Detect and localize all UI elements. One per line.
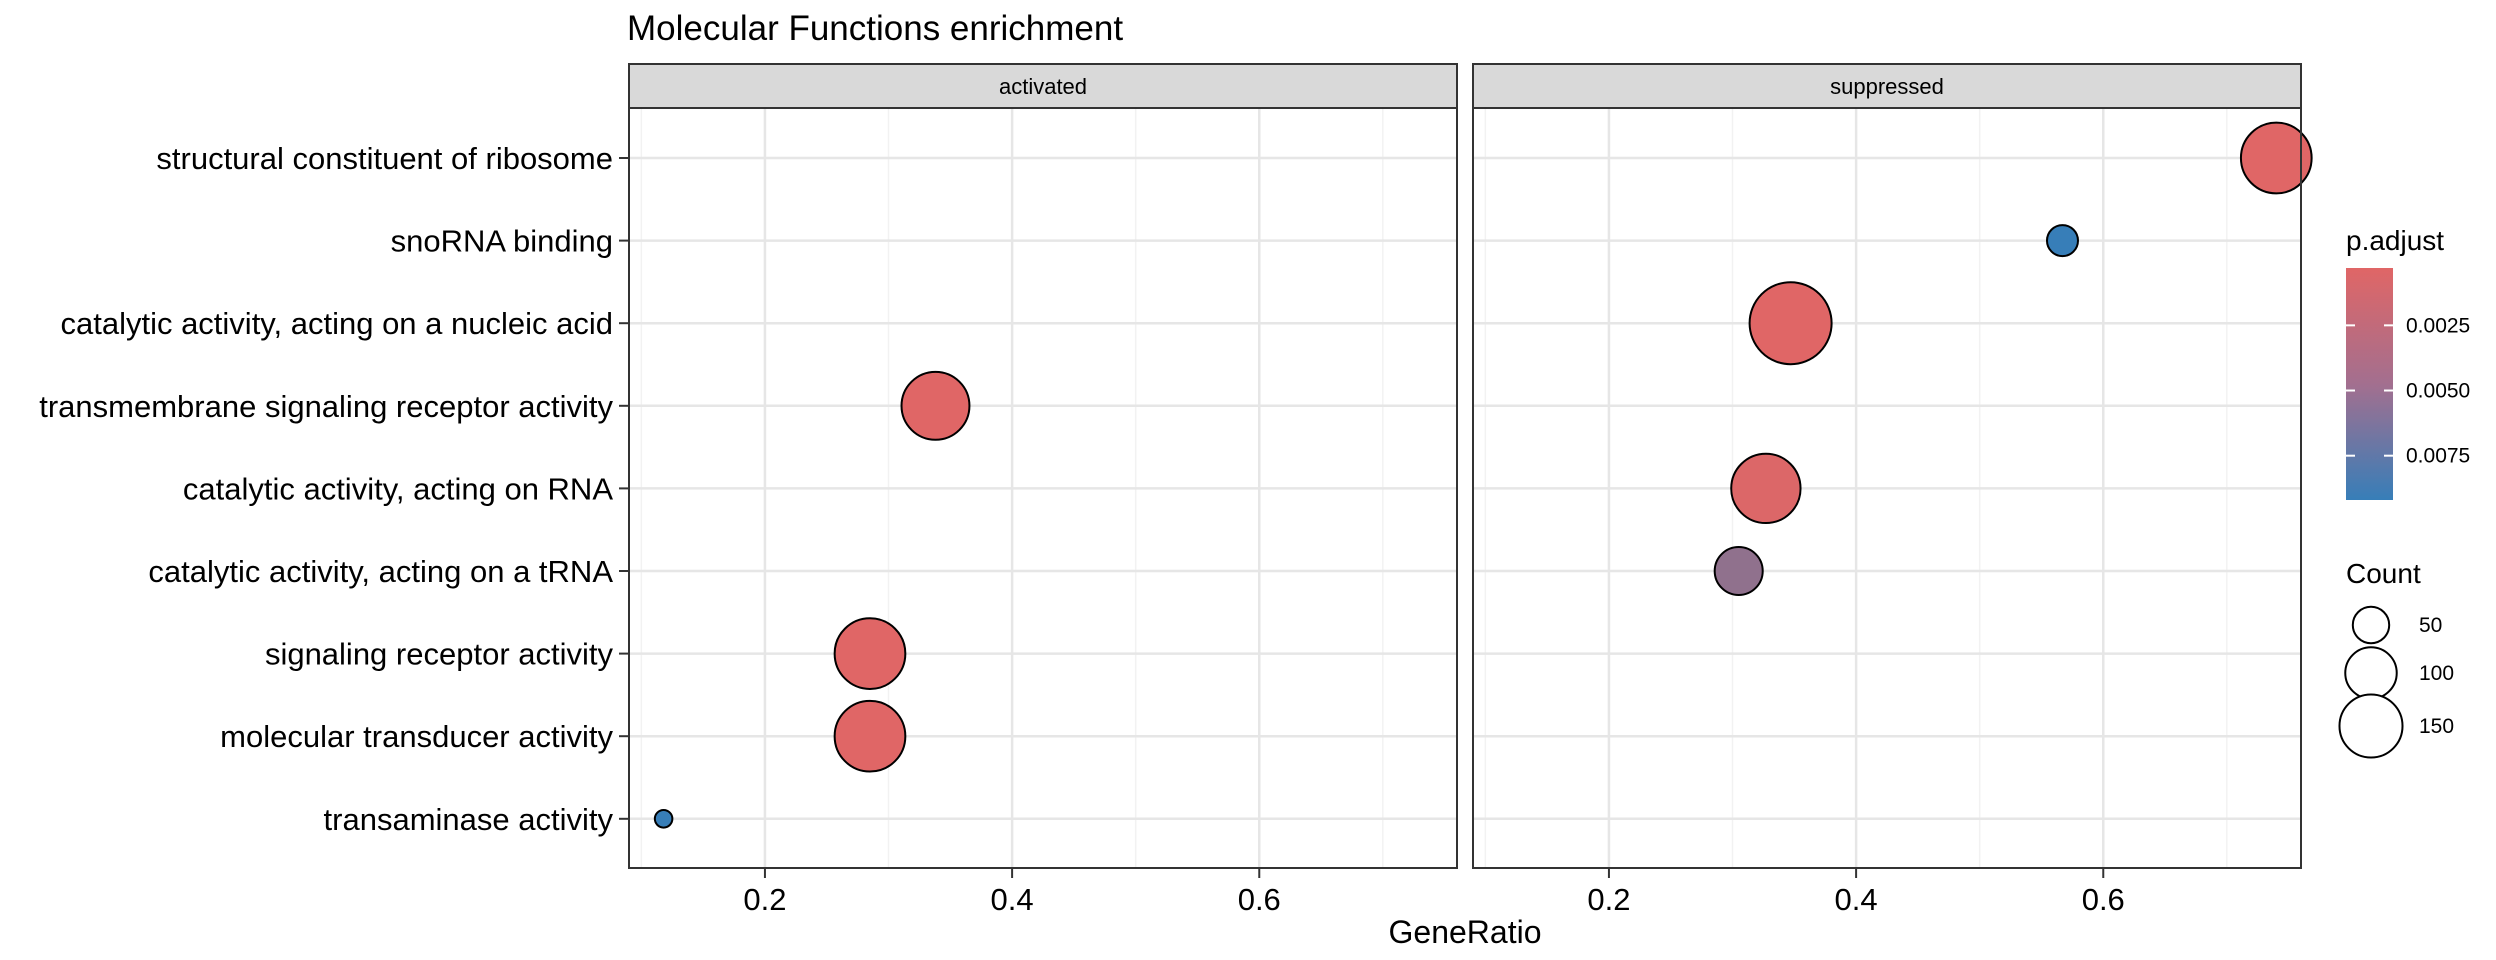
size-legend: Count 50 100 150 <box>2338 558 2454 759</box>
size-legend-label: 150 <box>2419 715 2454 738</box>
size-legend-key <box>2338 693 2404 759</box>
data-point <box>1730 452 1802 525</box>
data-point <box>900 370 971 441</box>
data-point <box>653 809 674 829</box>
chart-title: Molecular Functions enrichment <box>627 9 1123 48</box>
y-tick-label: signaling receptor activity <box>265 637 614 672</box>
size-legend-key <box>2351 605 2391 645</box>
x-tick-label: 0.4 <box>991 882 1034 917</box>
x-tick-label: 0.4 <box>1835 882 1878 917</box>
y-axis-labels: structural constituent of ribosome snoRNA… <box>39 141 629 837</box>
facet-panel-suppressed: suppressed 0.2 0.4 0.6 <box>1472 63 2313 917</box>
color-legend-label: 0.0025 <box>2406 314 2470 337</box>
size-legend-title: Count <box>2346 558 2421 589</box>
facet-strip-label: activated <box>999 74 1087 99</box>
color-legend-label: 0.0050 <box>2406 380 2470 403</box>
y-tick-label: structural constituent of ribosome <box>156 141 613 176</box>
panel-border <box>628 107 1458 869</box>
size-legend-label: 50 <box>2419 614 2442 637</box>
data-point <box>2045 224 2079 258</box>
y-tick-label: catalytic activity, acting on a tRNA <box>148 554 613 589</box>
color-legend-bar <box>2346 268 2393 500</box>
data-point <box>833 699 907 773</box>
facet-strip-label: suppressed <box>1830 74 1944 99</box>
x-tick-label: 0.2 <box>743 882 786 917</box>
y-tick-label: transaminase activity <box>324 802 614 837</box>
color-legend-title: p.adjust <box>2346 225 2444 256</box>
data-point <box>1713 545 1764 597</box>
x-axis-title: GeneRatio <box>1389 914 1542 950</box>
size-legend-key <box>2344 646 2398 700</box>
x-tick-label: 0.2 <box>1587 882 1630 917</box>
y-tick-label: transmembrane signaling receptor activit… <box>39 389 613 424</box>
color-legend-label: 0.0075 <box>2406 445 2470 468</box>
y-tick-label: molecular transducer activity <box>220 719 613 754</box>
data-point <box>2239 121 2313 195</box>
facet-panels: activated 0.2 0.4 0.6 suppressed 0.2 0.4 0.6 <box>628 63 2313 917</box>
size-legend-label: 100 <box>2419 662 2454 685</box>
color-legend: p.adjust 0.0025 0.0050 0.0075 <box>2346 225 2470 500</box>
x-tick-label: 0.6 <box>2082 882 2125 917</box>
data-point <box>1748 281 1833 366</box>
data-point <box>833 617 907 690</box>
y-tick-label: catalytic activity, acting on a nucleic … <box>60 306 613 341</box>
x-tick-label: 0.6 <box>1238 882 1281 917</box>
panel-border <box>1472 107 2302 869</box>
facet-strip <box>628 63 1458 109</box>
y-tick-label: catalytic activity, acting on RNA <box>183 471 613 506</box>
facet-panel-activated: activated 0.2 0.4 0.6 <box>628 63 1458 917</box>
y-tick-label: snoRNA binding <box>391 224 613 259</box>
